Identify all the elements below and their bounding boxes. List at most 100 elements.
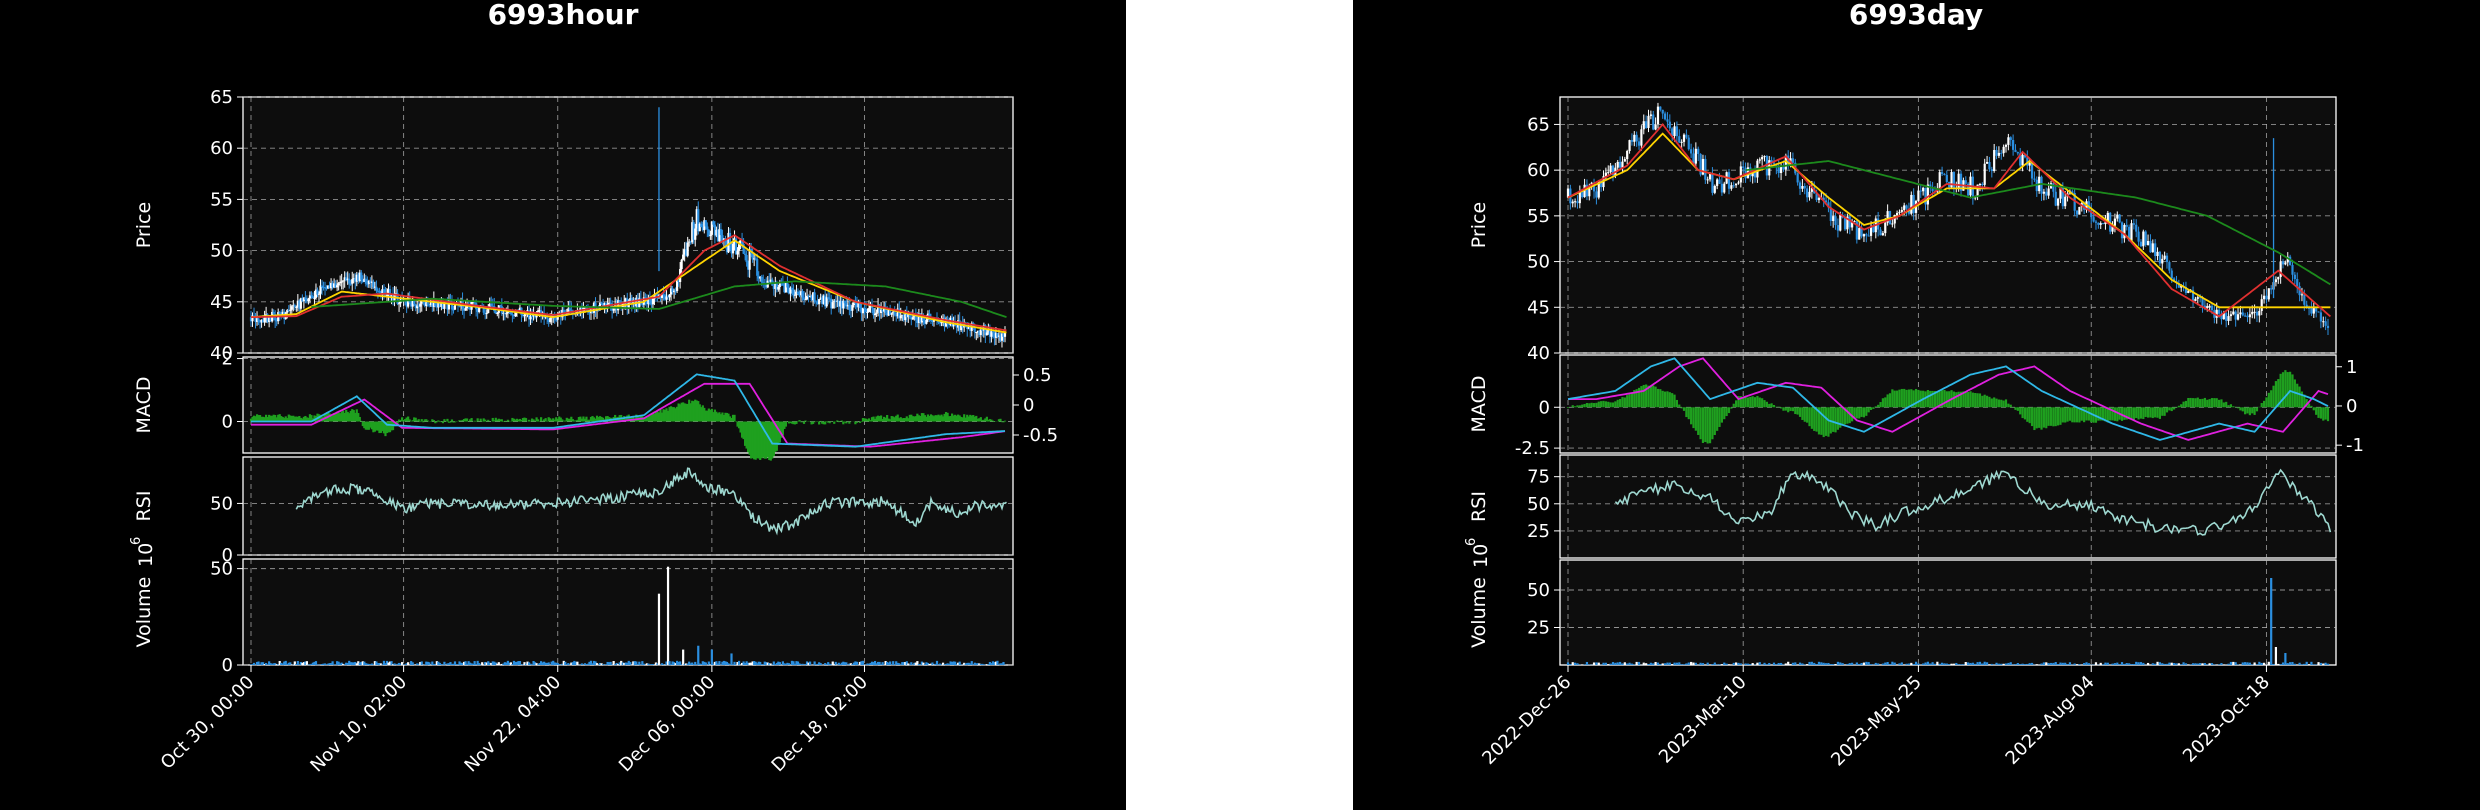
volume-bar [612,661,615,665]
macd-histogram-bar [698,404,701,422]
volume-bar [443,661,446,665]
macd-histogram-bar [1817,407,1821,435]
macd-histogram-bar [2009,404,2012,408]
volume-bar [1995,662,1998,665]
macd-histogram-bar [339,413,342,422]
volume-bar [397,662,401,665]
price-candle-body [2270,288,2273,290]
macd-histogram-bar [866,419,869,422]
macd-histogram-bar [704,410,707,422]
macd-histogram-bar [595,415,599,422]
volume-bar [1924,662,1927,665]
price-candle-body [499,305,502,307]
price-candle-body [1621,161,1624,168]
volume-bar [671,661,674,665]
price-candle-body [899,315,902,319]
volume-bar [2161,663,2164,665]
volume-bar [682,649,685,665]
price-candle-body [1739,166,1742,183]
price-candle-body [2130,223,2133,241]
price-candle-body [328,285,331,289]
macd-histogram-bar [423,419,426,422]
macd-histogram-bar [518,418,522,422]
macd-histogram-bar [1744,395,1747,408]
volume-bar [2026,663,2029,665]
macd-histogram-bar [2265,397,2268,408]
price-candle-body [849,310,852,312]
hourly-chart-svg: 6993hour404550556065Price02MACD050RSI050… [129,0,1058,776]
macd-histogram-bar [1611,402,1615,408]
macd-histogram-bar [1668,392,1671,408]
price-candle-body [2012,140,2015,150]
price-candle-body [2267,288,2270,300]
price-candle-body [1682,134,1686,142]
price-candle-body [842,300,845,309]
macd-histogram-bar [928,415,931,422]
macd-histogram-bar [2255,407,2259,412]
price-candle-body [721,235,724,242]
macd-histogram-bar [935,415,939,422]
volume-bar [452,663,455,665]
macd-histogram-bar [957,414,960,422]
macd-histogram-bar [257,415,260,422]
volume-bar [1933,663,1937,665]
price-candle-body [458,305,461,307]
volume-bar [354,661,357,665]
price-candle-body [2225,313,2228,321]
price-candle-body [290,306,293,310]
macd-histogram-bar [2014,407,2017,410]
price-candle-body [1758,159,1761,161]
volume-bar [546,662,549,665]
volume-bar [1675,662,1679,665]
volume-bar [1626,663,1629,665]
macd-histogram-bar [2040,407,2043,430]
volume-bar [852,662,855,665]
price-candle-body [1609,165,1612,173]
price-candle-body [810,295,813,301]
macd-histogram-bar [432,420,435,422]
macd-histogram-bar [635,414,638,422]
volume-bar [795,661,798,665]
volume-bar [446,663,449,665]
macd-histogram-bar [2161,407,2164,416]
volume-bar [266,664,269,665]
macd-histogram-bar [2042,407,2045,428]
macd-histogram-bar [789,421,792,424]
price-candle-body [2173,278,2176,282]
macd-histogram-bar [648,416,652,422]
macd-histogram-bar [2191,398,2195,408]
macd-histogram-bar [828,421,831,424]
price-candle-body [694,228,697,240]
price-candle-body [2227,316,2230,321]
volume-bar [1623,662,1626,665]
macd-histogram-bar [2149,407,2152,418]
volume-bar [502,663,505,665]
macd-histogram-bar [2215,398,2218,408]
price-candle-body [1654,124,1657,130]
macd-histogram-bar [895,415,898,422]
price-candle-body [2137,231,2140,242]
macd-histogram-bar [1855,407,1858,419]
macd-histogram-bar [692,401,695,422]
price-candle-body [1829,207,1832,221]
price-candle-body [502,312,505,314]
macd-histogram-bar [465,418,469,422]
price-candle-body [778,282,781,287]
volume-bar [760,664,763,665]
volume-bar [920,661,923,665]
volume-bar [963,662,966,665]
price-candle-body [893,311,896,316]
macd-histogram-bar [827,421,830,423]
volume-bar [1974,663,1977,665]
volume-bar [2128,663,2131,665]
price-candle-body [769,279,772,282]
price-candle-body [676,280,679,291]
price-candle-body [496,312,499,314]
macd-histogram-bar [447,421,451,423]
volume-bar [1597,662,1600,665]
volume-bar [1886,662,1889,665]
price-candle-body [387,289,390,295]
volume-bar [411,662,414,665]
volume-bar [2156,661,2159,665]
macd-histogram-bar [802,421,806,424]
